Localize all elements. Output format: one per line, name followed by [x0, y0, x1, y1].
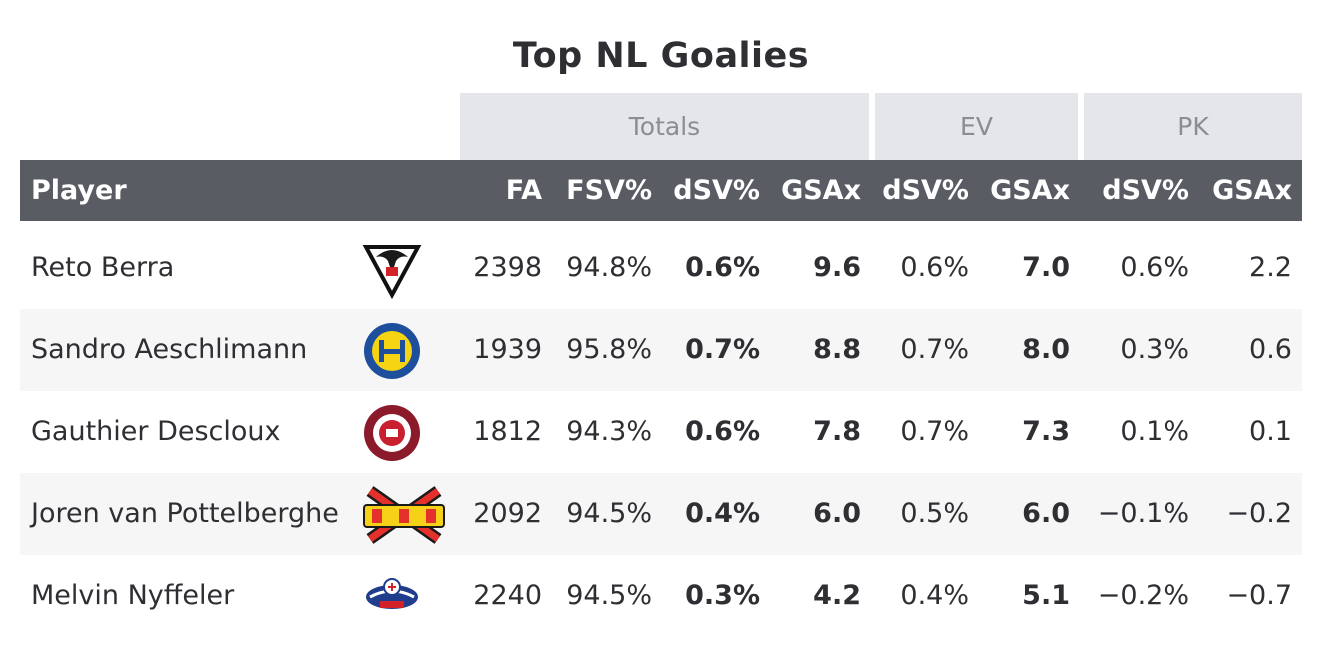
pk-gsax-value: 2.2	[1249, 252, 1292, 283]
pk-gsax-value: 0.1	[1249, 416, 1292, 447]
gsax-value: 9.6	[813, 252, 861, 283]
hc-davos-logo	[364, 323, 420, 379]
dsv-value: 0.3%	[685, 580, 760, 611]
pk-gsax-value: 0.6	[1249, 334, 1292, 365]
pk-dsv-value: 0.6%	[1120, 252, 1189, 283]
fsv-value: 94.8%	[566, 252, 652, 283]
table-row: Reto Berra 2398 94.8% 0.6% 9.6 0.6% 7.0 …	[20, 227, 1302, 309]
col-pk-gsax[interactable]: GSAx	[1212, 175, 1292, 206]
fa-value: 2240	[473, 580, 542, 611]
player-name: Reto Berra	[31, 252, 175, 283]
ev-gsax-value: 7.0	[1022, 252, 1070, 283]
ev-gsax-value: 8.0	[1022, 334, 1070, 365]
ev-gsax-value: 6.0	[1022, 498, 1070, 529]
group-header-ev: EV	[875, 93, 1078, 160]
ev-dsv-value: 0.6%	[900, 252, 969, 283]
table-row: Joren van Pottelberghe 2092 94.5% 0.4% 6…	[20, 473, 1302, 555]
ev-gsax-value: 7.3	[1022, 416, 1070, 447]
dsv-value: 0.4%	[685, 498, 760, 529]
col-pk-dsv[interactable]: dSV%	[1102, 175, 1189, 206]
gsax-value: 6.0	[813, 498, 861, 529]
dsv-value: 0.6%	[685, 416, 760, 447]
col-ev-gsax[interactable]: GSAx	[990, 175, 1070, 206]
fsv-value: 94.5%	[566, 580, 652, 611]
pk-gsax-value: −0.7	[1226, 580, 1292, 611]
dsv-value: 0.6%	[685, 252, 760, 283]
col-dsv[interactable]: dSV%	[673, 175, 760, 206]
col-gsax[interactable]: GSAx	[781, 175, 861, 206]
col-fa[interactable]: FA	[505, 175, 542, 206]
player-name: Joren van Pottelberghe	[31, 498, 339, 529]
geneve-servette-logo	[364, 405, 420, 461]
gsax-value: 4.2	[813, 580, 861, 611]
table-title: Top NL Goalies	[512, 36, 810, 76]
gsax-value: 7.8	[813, 416, 861, 447]
table-row: Gauthier Descloux 1812 94.3% 0.6% 7.8 0.…	[20, 391, 1302, 473]
dsv-value: 0.7%	[685, 334, 760, 365]
ev-gsax-value: 5.1	[1022, 580, 1070, 611]
fsv-value: 94.3%	[566, 416, 652, 447]
group-header-totals: Totals	[460, 93, 869, 160]
fa-value: 1939	[473, 334, 542, 365]
fsv-value: 95.8%	[566, 334, 652, 365]
table-row: Sandro Aeschlimann 1939 95.8% 0.7% 8.8 0…	[20, 309, 1302, 391]
ehc-biel-logo	[363, 486, 445, 544]
ev-dsv-value: 0.4%	[900, 580, 969, 611]
fsv-value: 94.5%	[566, 498, 652, 529]
col-ev-dsv[interactable]: dSV%	[882, 175, 969, 206]
fa-value: 1812	[473, 416, 542, 447]
player-name: Gauthier Descloux	[31, 416, 281, 447]
fa-value: 2398	[473, 252, 542, 283]
col-player[interactable]: Player	[31, 175, 127, 206]
pk-dsv-value: 0.3%	[1120, 334, 1189, 365]
pk-gsax-value: −0.2	[1226, 498, 1292, 529]
ev-dsv-value: 0.7%	[900, 416, 969, 447]
group-header-pk: PK	[1084, 93, 1302, 160]
pk-dsv-value: −0.2%	[1097, 580, 1189, 611]
gsax-value: 8.8	[813, 334, 861, 365]
fa-value: 2092	[473, 498, 542, 529]
ev-dsv-value: 0.7%	[900, 334, 969, 365]
pk-dsv-value: −0.1%	[1097, 498, 1189, 529]
pk-dsv-value: 0.1%	[1120, 416, 1189, 447]
player-name: Melvin Nyffeler	[31, 580, 235, 611]
fribourg-gotteron-logo	[362, 245, 422, 299]
table-row: Melvin Nyffeler 2240 94.5% 0.3% 4.2 0.4%…	[20, 555, 1302, 637]
column-header-row: Player FA FSV% dSV% GSAx dSV% GSAx dSV% …	[20, 160, 1302, 221]
ev-dsv-value: 0.5%	[900, 498, 969, 529]
sc-rapperswil-jona-lakers-logo	[366, 578, 418, 609]
player-name: Sandro Aeschlimann	[31, 334, 308, 365]
col-fsv[interactable]: FSV%	[566, 175, 652, 206]
